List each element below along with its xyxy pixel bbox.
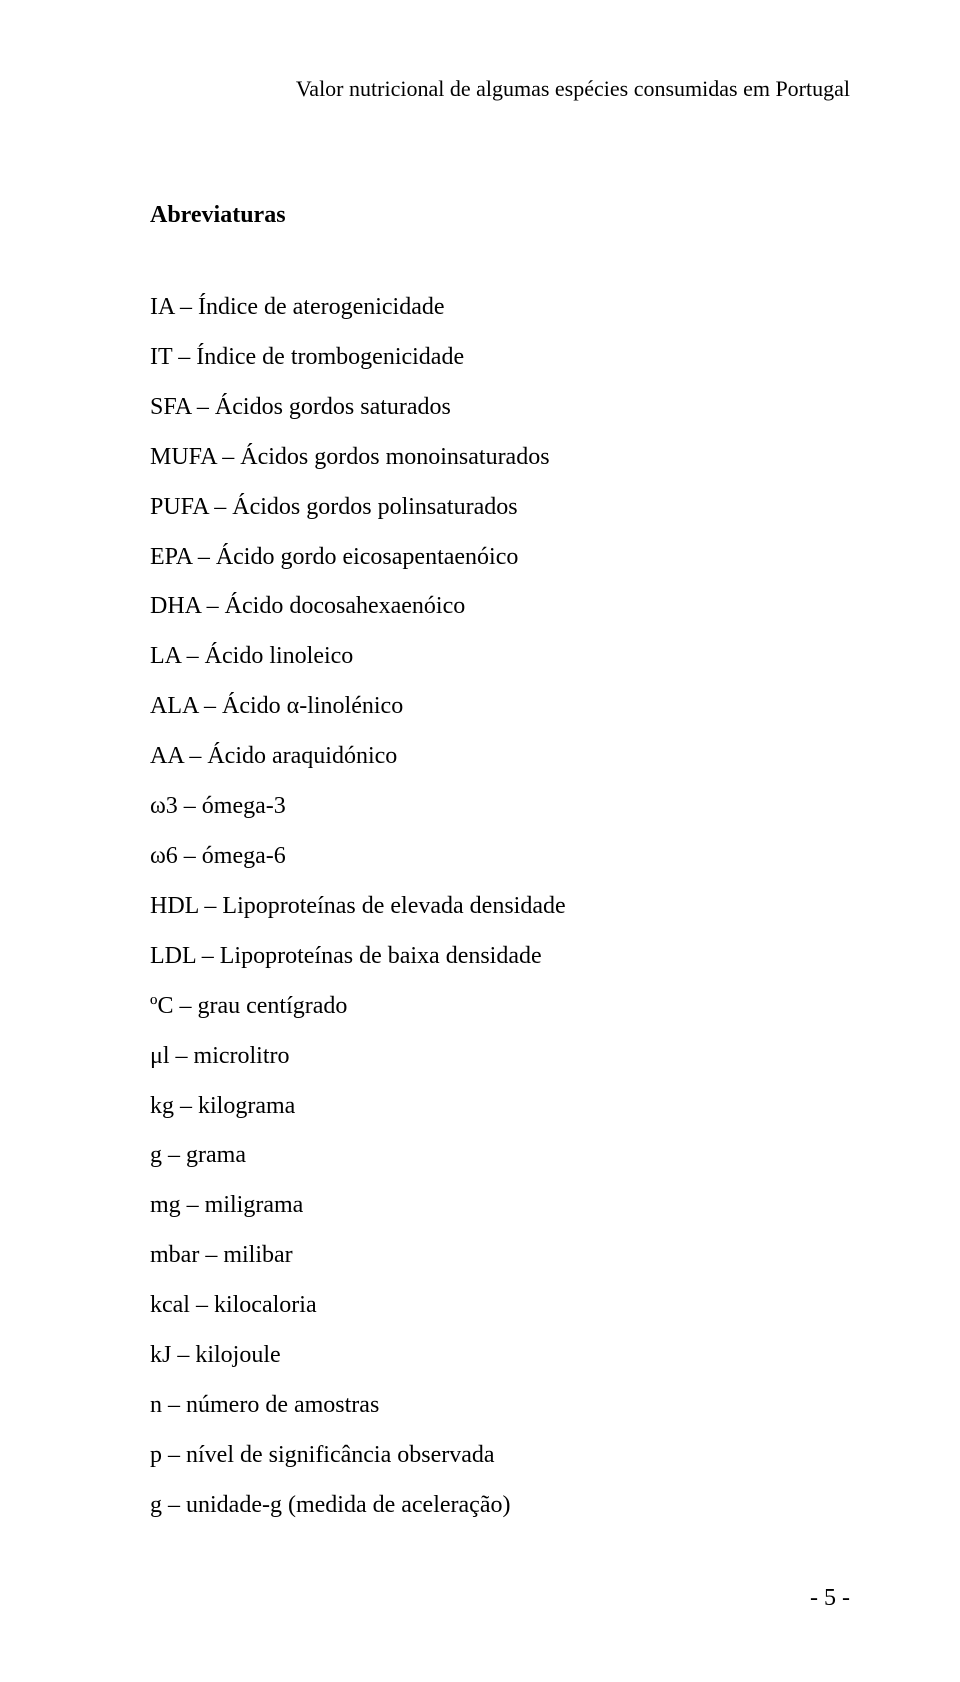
list-item: HDL – Lipoproteínas de elevada densidade <box>150 882 850 932</box>
list-item: DHA – Ácido docosahexaenóico <box>150 582 850 632</box>
list-item: IA – Índice de aterogenicidade <box>150 283 850 333</box>
list-item: PUFA – Ácidos gordos polinsaturados <box>150 483 850 533</box>
list-item: μl – microlitro <box>150 1032 850 1082</box>
page-number: - 5 - <box>810 1585 850 1612</box>
abbreviations-list: IA – Índice de aterogenicidade IT – Índi… <box>150 283 850 1531</box>
list-item: mg – miligrama <box>150 1181 850 1231</box>
list-item: g – grama <box>150 1131 850 1181</box>
list-item: IT – Índice de trombogenicidade <box>150 333 850 383</box>
list-item: p – nível de significância observada <box>150 1431 850 1481</box>
page-container: Valor nutricional de algumas espécies co… <box>0 0 960 1682</box>
list-item: MUFA – Ácidos gordos monoinsaturados <box>150 433 850 483</box>
list-item: g – unidade-g (medida de aceleração) <box>150 1481 850 1531</box>
list-item: ω3 – ómega-3 <box>150 782 850 832</box>
list-item: EPA – Ácido gordo eicosapentaenóico <box>150 533 850 583</box>
list-item: ºC – grau centígrado <box>150 982 850 1032</box>
list-item: mbar – milibar <box>150 1231 850 1281</box>
list-item: AA – Ácido araquidónico <box>150 732 850 782</box>
list-item: kcal – kilocaloria <box>150 1281 850 1331</box>
list-item: LA – Ácido linoleico <box>150 632 850 682</box>
list-item: kJ – kilojoule <box>150 1331 850 1381</box>
list-item: ω6 – ómega-6 <box>150 832 850 882</box>
list-item: LDL – Lipoproteínas de baixa densidade <box>150 932 850 982</box>
list-item: ALA – Ácido α-linolénico <box>150 682 850 732</box>
list-item: SFA – Ácidos gordos saturados <box>150 383 850 433</box>
section-title-abreviaturas: Abreviaturas <box>150 202 850 229</box>
list-item: n – número de amostras <box>150 1381 850 1431</box>
running-header: Valor nutricional de algumas espécies co… <box>296 76 850 102</box>
list-item: kg – kilograma <box>150 1082 850 1132</box>
